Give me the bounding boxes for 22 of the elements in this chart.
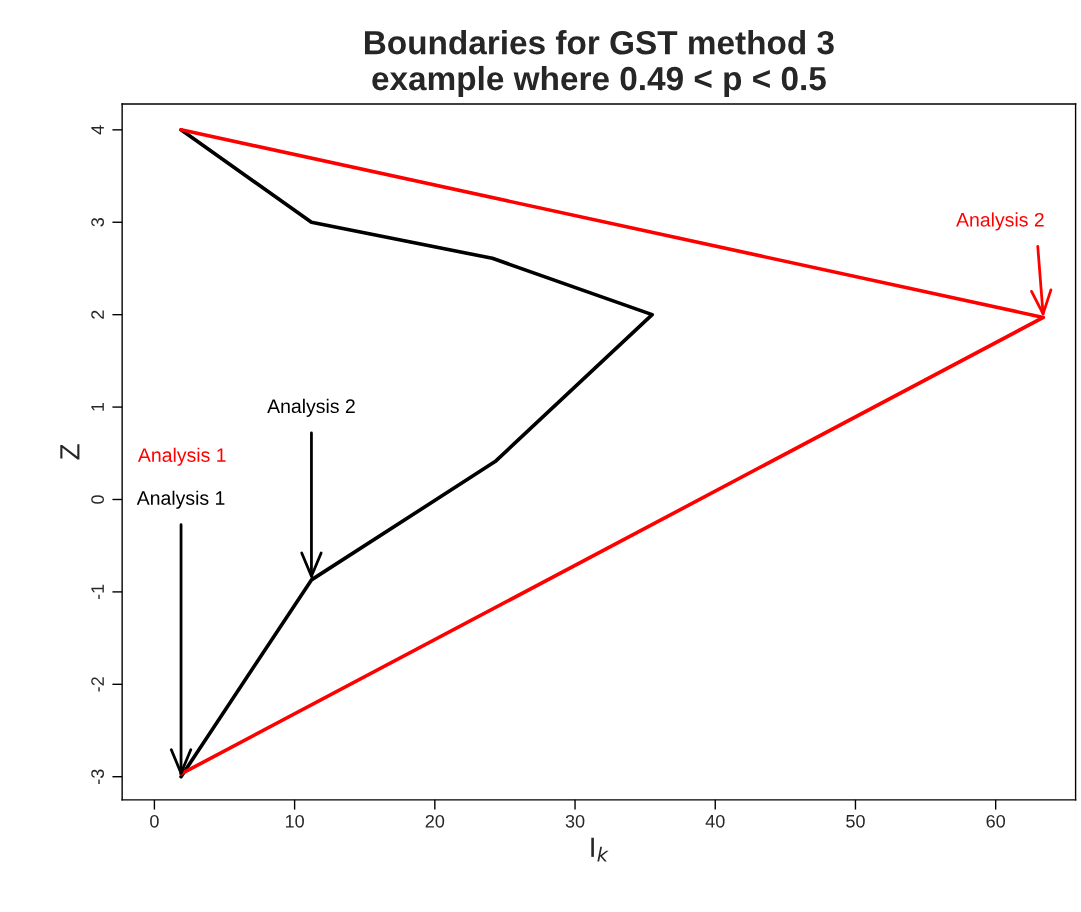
annotation: Analysis 1 <box>136 490 225 509</box>
annotation: Analysis 2 <box>267 398 355 417</box>
y-tick-label: 3 <box>91 218 104 227</box>
y-axis-title: Z <box>60 444 80 460</box>
annotation: Analysis 2 <box>956 212 1044 231</box>
y-tick-label: -2 <box>91 677 104 692</box>
x-tick-label: 50 <box>846 814 865 828</box>
x-axis-title: I$_{k}$ <box>591 837 609 862</box>
y-tick-label: -1 <box>91 584 104 600</box>
y-tick-label: 2 <box>91 310 104 319</box>
y-tick-label: 4 <box>91 125 104 135</box>
x-tick-label: 10 <box>285 814 304 828</box>
chart-title: Boundaries for GST method 3 example where 0.49 < p < 0.5 <box>364 30 834 97</box>
annotation: Analysis 1 <box>137 447 226 466</box>
y-tick-label: -3 <box>91 769 104 784</box>
x-tick-label: 0 <box>150 814 159 828</box>
x-tick-label: 40 <box>705 814 725 828</box>
y-tick-label: 1 <box>91 402 104 411</box>
y-tick-label: 0 <box>91 495 104 504</box>
x-tick-label: 30 <box>565 814 585 828</box>
x-tick-label: 60 <box>986 814 1006 828</box>
x-tick-label: 20 <box>425 814 445 828</box>
